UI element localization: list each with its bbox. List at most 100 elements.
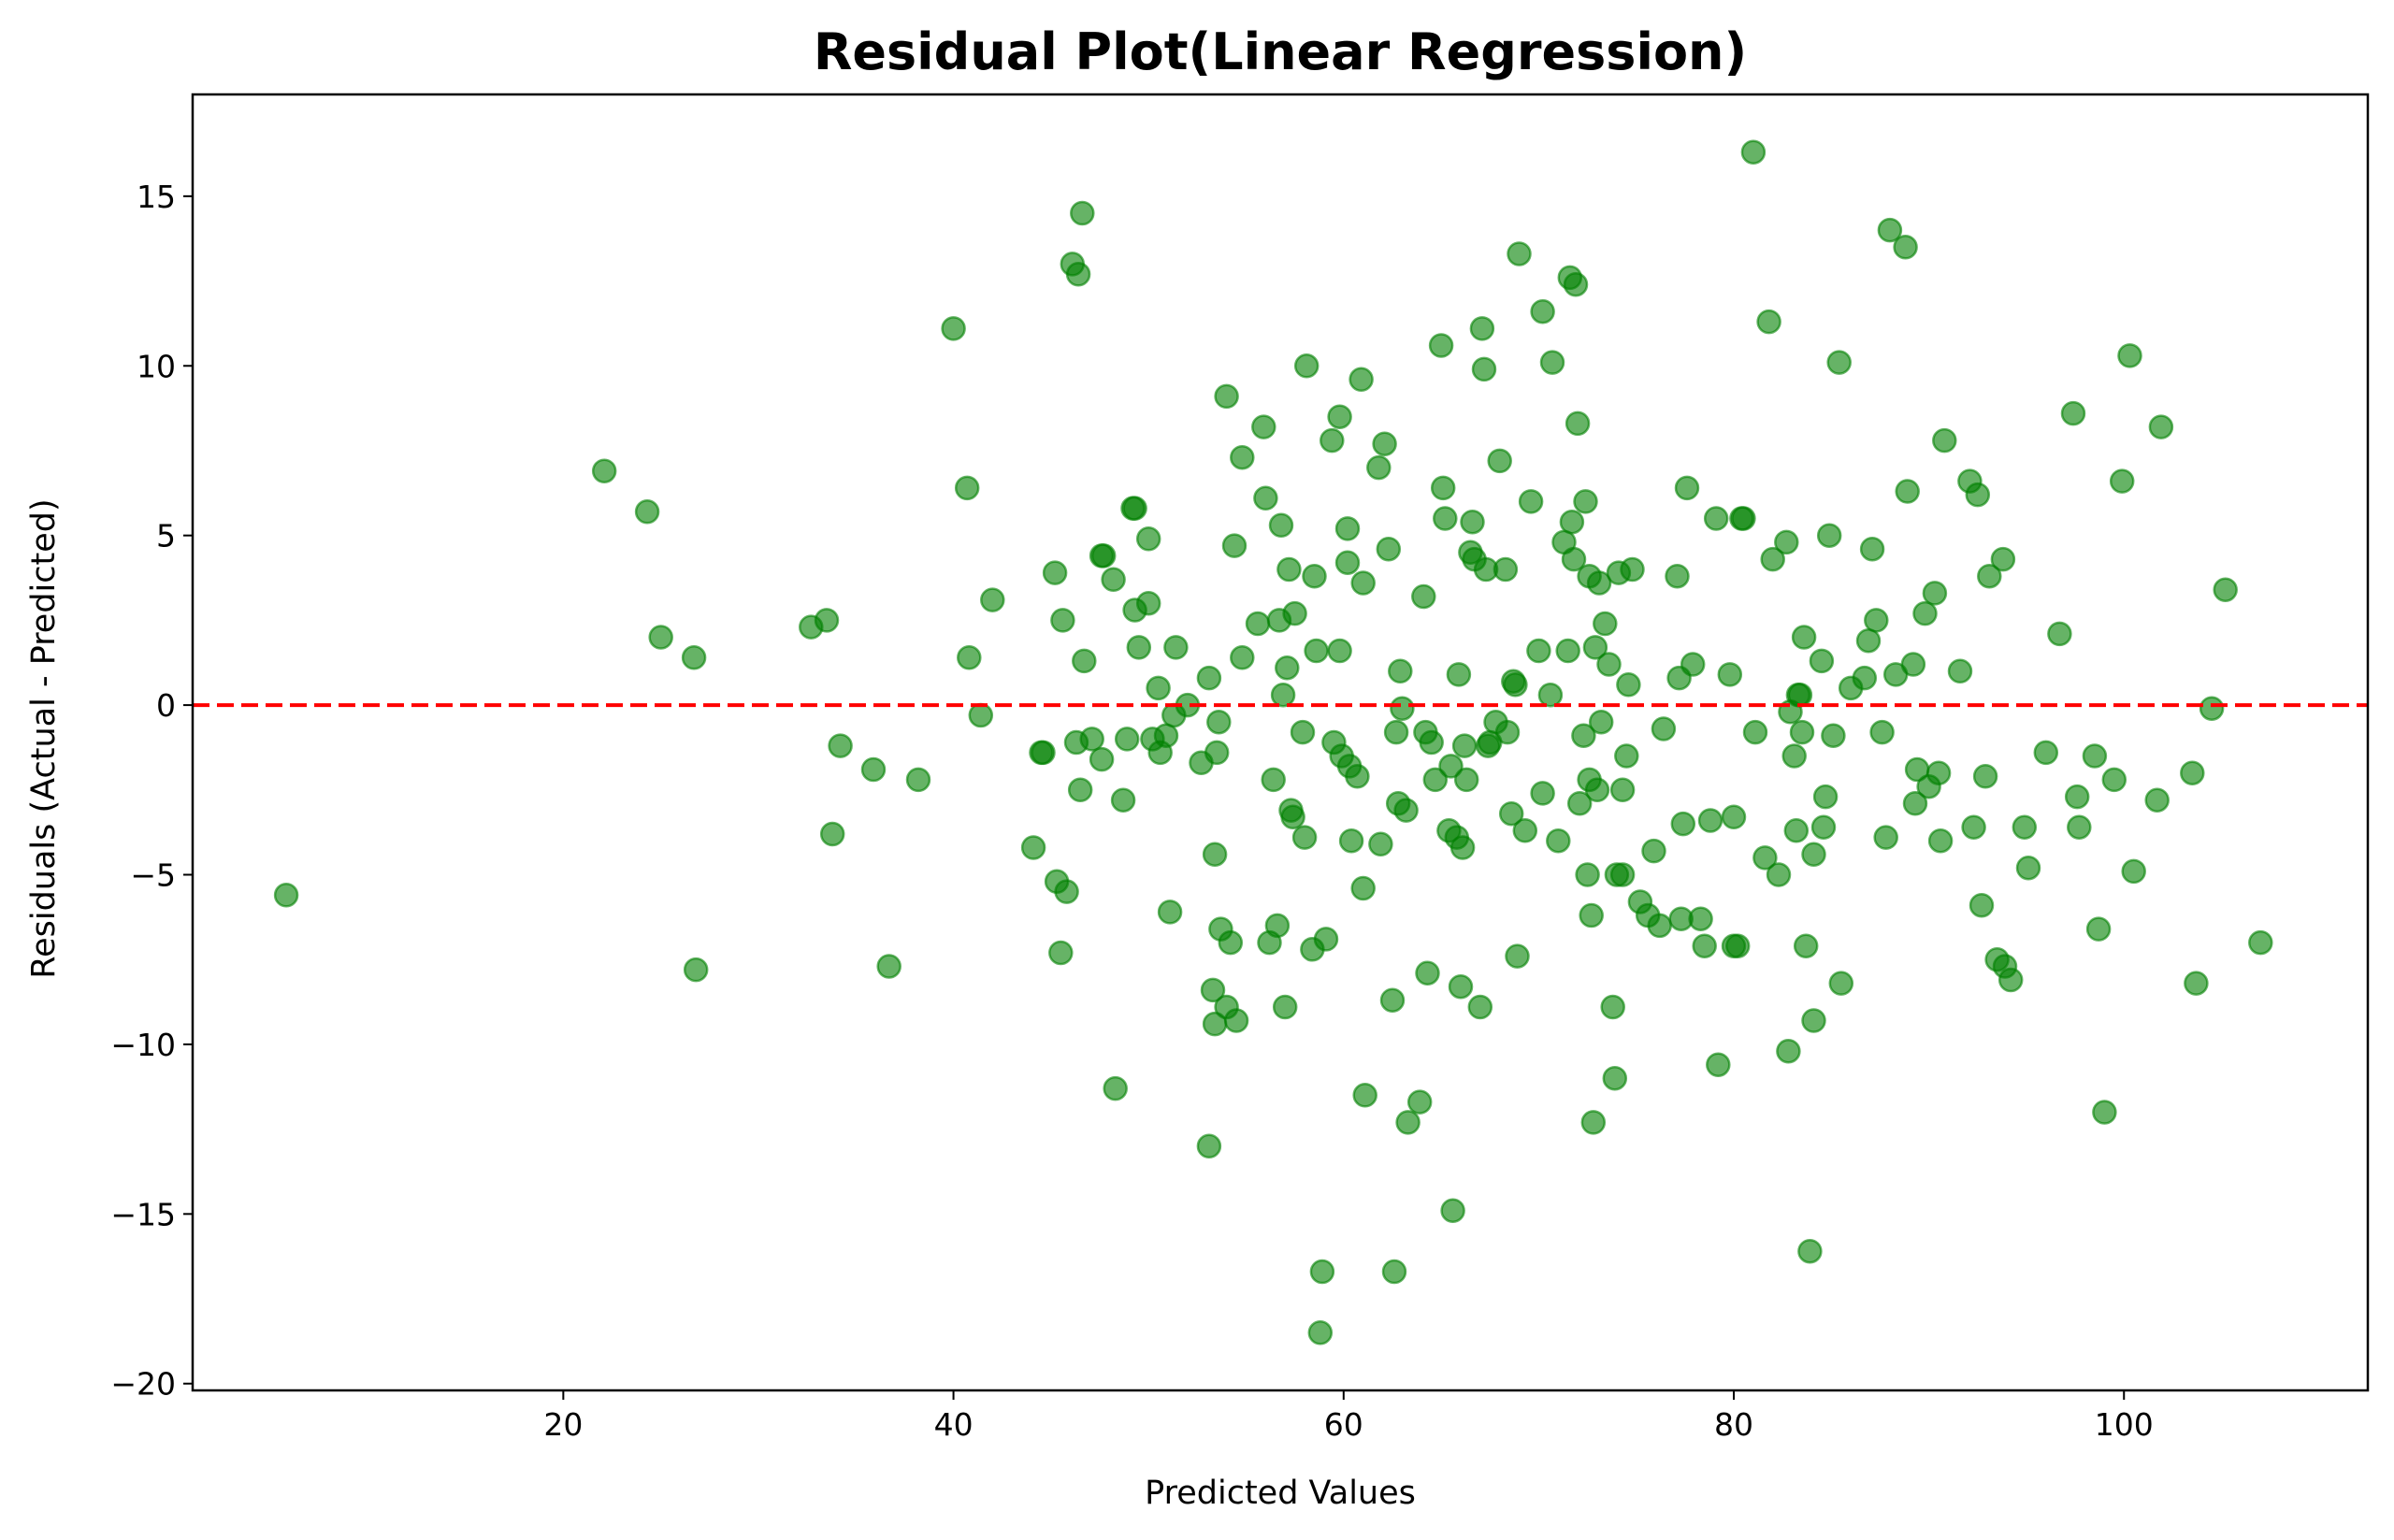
data-point	[2047, 621, 2072, 647]
data-point	[1350, 570, 1376, 596]
data-point	[1609, 777, 1636, 803]
data-point	[1334, 550, 1361, 575]
data-point	[1724, 933, 1751, 958]
data-point	[1503, 672, 1528, 698]
data-point	[1586, 570, 1612, 596]
data-point	[1381, 1259, 1407, 1285]
data-point	[1582, 635, 1608, 660]
data-point	[2144, 787, 2170, 813]
points-layer	[273, 139, 2273, 1346]
data-point	[1902, 791, 1928, 816]
data-point	[1379, 987, 1406, 1013]
data-point	[1031, 740, 1056, 766]
data-point	[1089, 746, 1115, 772]
data-point	[1020, 835, 1046, 860]
data-point	[1616, 672, 1641, 698]
data-point	[1507, 241, 1532, 266]
data-point	[2067, 814, 2092, 840]
data-point	[1530, 298, 1555, 324]
data-point	[1680, 652, 1706, 677]
data-point	[1602, 1065, 1628, 1091]
data-point	[1588, 709, 1614, 735]
data-point	[2015, 855, 2041, 881]
data-point	[1812, 784, 1839, 810]
data-point	[2184, 971, 2209, 996]
data-point	[1793, 933, 1819, 958]
data-point	[1146, 675, 1171, 701]
data-point	[2101, 767, 2127, 793]
data-point	[1665, 563, 1690, 589]
data-point	[1742, 719, 1768, 745]
data-point	[1157, 900, 1183, 925]
data-point	[1280, 804, 1305, 830]
data-point	[1345, 764, 1370, 789]
data-point	[1327, 404, 1352, 429]
data-point	[1352, 1083, 1377, 1108]
data-point	[1230, 444, 1255, 470]
data-point	[1717, 662, 1743, 687]
data-point	[2199, 696, 2225, 721]
data-point	[1869, 719, 1895, 745]
data-point	[1809, 648, 1835, 674]
data-point	[681, 645, 707, 670]
data-point	[1512, 818, 1538, 843]
data-point	[1327, 638, 1352, 664]
data-point	[1766, 862, 1792, 887]
data-point	[2248, 929, 2273, 956]
data-point	[1573, 489, 1598, 514]
data-point	[1912, 600, 1938, 626]
data-point	[1135, 526, 1161, 552]
data-point	[1893, 235, 1918, 260]
data-point	[1600, 994, 1625, 1020]
data-point	[1651, 716, 1677, 741]
data-point	[1428, 333, 1454, 358]
data-point	[1065, 262, 1091, 287]
data-point	[1787, 682, 1813, 708]
data-point	[1756, 309, 1781, 335]
x-tick-label: 80	[1714, 1406, 1753, 1443]
data-point	[1372, 431, 1397, 456]
data-point	[1614, 743, 1639, 769]
data-point	[1079, 727, 1104, 752]
data-point	[980, 587, 1005, 612]
y-tick-label: 15	[137, 179, 176, 215]
data-point	[1584, 777, 1610, 803]
data-point	[1555, 638, 1580, 664]
data-point	[1153, 723, 1179, 748]
data-point	[1575, 862, 1600, 887]
data-point	[2033, 740, 2059, 766]
data-point	[1393, 798, 1419, 823]
data-point	[1801, 842, 1826, 867]
data-point	[860, 756, 887, 783]
data-point	[1487, 448, 1512, 474]
data-point	[1776, 1038, 1801, 1064]
data-point	[1797, 1238, 1823, 1264]
data-point	[957, 645, 982, 670]
data-point	[1821, 723, 1846, 748]
data-point	[1859, 536, 1885, 562]
data-point	[1789, 719, 1815, 745]
data-point	[1103, 1075, 1128, 1101]
data-point	[1752, 845, 1778, 871]
data-point	[1873, 825, 1898, 850]
data-point	[1546, 828, 1571, 854]
data-point	[1067, 777, 1093, 803]
data-point	[1245, 611, 1271, 637]
data-point	[1505, 943, 1530, 969]
data-point	[1438, 754, 1464, 779]
x-axis: 20 40 60 80 100	[543, 1390, 2154, 1443]
data-point	[2109, 468, 2135, 494]
data-point	[1070, 200, 1095, 226]
data-point	[1922, 581, 1948, 606]
data-point	[1641, 838, 1666, 864]
x-tick-label: 60	[1324, 1406, 1363, 1443]
data-point	[2117, 343, 2142, 368]
data-point	[1580, 1110, 1607, 1135]
data-point	[1395, 1110, 1421, 1135]
data-point	[1801, 1008, 1826, 1033]
data-point	[1997, 967, 2024, 993]
data-point	[2213, 577, 2238, 602]
data-point	[1990, 546, 2016, 572]
data-point	[1202, 842, 1228, 867]
data-point	[1275, 655, 1300, 681]
